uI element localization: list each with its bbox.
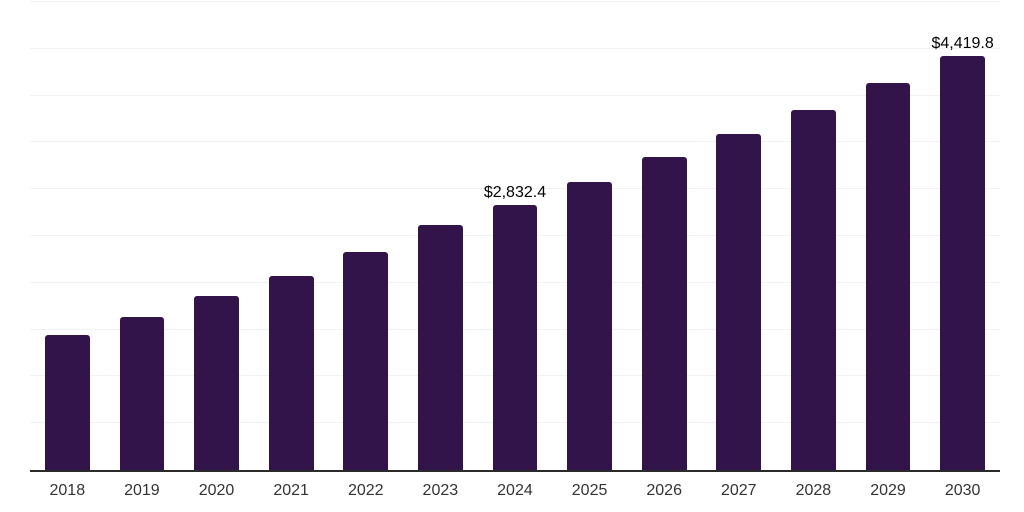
x-tick-2027: 2027 <box>720 482 757 499</box>
x-tick-2022: 2022 <box>347 482 384 499</box>
bar-2026 <box>641 156 687 470</box>
bar-band-2029 <box>851 2 926 470</box>
gridline <box>30 94 1000 96</box>
bar-2018 <box>44 334 90 470</box>
x-tick-2019: 2019 <box>124 482 160 499</box>
bar-band-2018 <box>30 2 105 470</box>
gridline <box>30 1 1000 2</box>
data-label-2030: $4,419.8 <box>931 35 994 53</box>
bar-band-2020 <box>179 2 254 470</box>
bar-2023 <box>417 225 463 470</box>
bar-2021 <box>268 275 314 470</box>
bar-2020 <box>194 296 239 470</box>
x-axis-labels: 2018 2019 2020 2021 2022 2023 2024 2025 2026 2027… <box>30 482 1000 500</box>
bar-2025 <box>567 181 612 470</box>
bar-band-2024: $2,832.4 <box>478 2 553 470</box>
x-tick-2024: 2024 <box>497 482 533 499</box>
data-label-2024: $2,832.4 <box>483 183 547 201</box>
x-tick-2021: 2021 <box>273 482 309 499</box>
bar-band-2019 <box>105 2 180 470</box>
gridline <box>30 188 1000 190</box>
bar-band-2021 <box>254 2 329 470</box>
gridline <box>30 141 1000 143</box>
bar-2019 <box>119 317 165 470</box>
x-tick-2025: 2025 <box>571 482 608 499</box>
bar-2027 <box>716 133 762 470</box>
plot-area: $2,832.4 $4,419.8 <box>30 1 1000 472</box>
bar-band-2025 <box>552 2 627 470</box>
x-tick-2028: 2028 <box>795 482 832 499</box>
bar-2030: $4,419.8 <box>931 35 994 470</box>
x-tick-2026: 2026 <box>646 482 682 499</box>
x-tick-2018: 2018 <box>49 482 86 499</box>
bar-2022 <box>343 252 389 470</box>
bar-2029 <box>865 82 911 470</box>
bar-band-2023 <box>403 2 478 470</box>
bar-series: $2,832.4 $4,419.8 <box>30 2 1000 470</box>
bar-band-2022 <box>328 2 403 470</box>
bar-band-2026 <box>627 2 702 470</box>
x-tick-2029: 2029 <box>870 482 906 499</box>
bar-band-2028 <box>776 2 851 470</box>
x-tick-2030: 2030 <box>944 482 981 499</box>
x-tick-2020: 2020 <box>198 482 235 499</box>
bar-2028 <box>791 109 836 470</box>
bar-2024: $2,832.4 <box>484 184 546 470</box>
x-tick-2023: 2023 <box>422 482 459 499</box>
bar-band-2027 <box>701 2 776 470</box>
gridline <box>30 47 1000 49</box>
bar-band-2030: $4,419.8 <box>925 2 1000 470</box>
